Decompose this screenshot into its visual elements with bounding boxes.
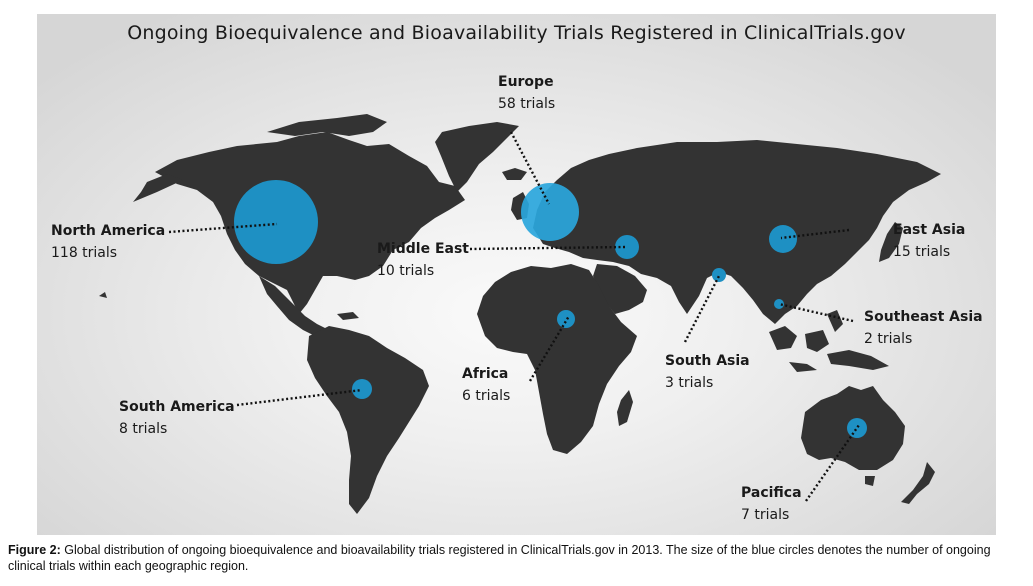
- bubble-africa: [557, 310, 575, 328]
- label-east-asia: East Asia 15 trials: [893, 219, 965, 263]
- region-name: East Asia: [893, 222, 966, 238]
- region-count: 8 trials: [119, 421, 168, 437]
- bubble-europe: [521, 183, 579, 241]
- madagascar-land: [617, 390, 633, 426]
- label-south-asia: South Asia 3 trials: [665, 350, 750, 394]
- leader-pacifica: [805, 424, 860, 502]
- bubble-pacifica: [847, 418, 867, 438]
- region-count: 15 trials: [893, 244, 951, 260]
- new-zealand-land: [901, 462, 935, 504]
- region-name: Southeast Asia: [864, 309, 983, 325]
- eurasia-land: [533, 140, 941, 324]
- chart-title: Ongoing Bioequivalence and Bioavailabili…: [127, 22, 906, 44]
- bubble-east-asia: [769, 225, 797, 253]
- leader-lines: [168, 131, 860, 502]
- leader-south-america: [236, 388, 363, 407]
- label-middle-east: Middle East 10 trials: [377, 238, 469, 282]
- bubble-south-asia: [712, 268, 726, 282]
- region-count: 118 trials: [51, 245, 118, 261]
- label-south-america: South America 8 trials: [119, 396, 235, 440]
- figure-caption: Figure 2: Global distribution of ongoing…: [8, 542, 1028, 574]
- arctic-islands-land: [267, 114, 387, 136]
- africa-land: [477, 264, 637, 454]
- label-southeast-asia: Southeast Asia 2 trials: [864, 306, 983, 350]
- region-count: 2 trials: [864, 331, 913, 347]
- alaska-tail-land: [133, 174, 183, 202]
- label-pacifica: Pacifica 7 trials: [741, 482, 802, 526]
- world-map: [99, 114, 941, 514]
- region-name: South America: [119, 399, 235, 415]
- region-name: Middle East: [377, 241, 469, 257]
- label-africa: Africa 6 trials: [462, 363, 510, 407]
- map-figure: Ongoing Bioequivalence and Bioavailabili…: [37, 14, 996, 535]
- leader-south-asia: [683, 275, 721, 343]
- leader-africa: [528, 315, 571, 382]
- japan-land: [879, 222, 903, 262]
- bubble-southeast-asia: [774, 299, 784, 309]
- label-europe: Europe 58 trials: [498, 71, 555, 115]
- region-count: 7 trials: [741, 507, 790, 523]
- region-name: Africa: [462, 366, 509, 382]
- caribbean-islands-land: [99, 292, 359, 320]
- iceland-land: [502, 168, 527, 180]
- region-count: 3 trials: [665, 375, 714, 391]
- leader-north-america: [168, 222, 278, 234]
- tasmania-land: [865, 476, 875, 486]
- greenland-land: [435, 122, 519, 192]
- bubble-middle-east: [615, 235, 639, 259]
- leader-middle-east: [469, 245, 626, 251]
- bubble-south-america: [352, 379, 372, 399]
- trial-bubbles: [234, 180, 867, 438]
- region-name: North America: [51, 223, 166, 239]
- region-name: Europe: [498, 74, 554, 90]
- south-america-land: [307, 326, 429, 514]
- region-count: 10 trials: [377, 263, 435, 279]
- region-name: South Asia: [665, 353, 750, 369]
- se-asia-islands-land: [769, 310, 889, 372]
- leader-europe: [509, 131, 551, 205]
- landmasses: [99, 114, 941, 514]
- region-count: 58 trials: [498, 96, 556, 112]
- label-north-america: North America 118 trials: [51, 220, 165, 264]
- leader-southeast-asia: [778, 302, 854, 323]
- caption-text: Global distribution of ongoing bioequiva…: [8, 543, 991, 573]
- caption-label: Figure 2:: [8, 543, 61, 557]
- bubble-north-america: [234, 180, 318, 264]
- region-name: Pacifica: [741, 485, 802, 501]
- region-count: 6 trials: [462, 388, 511, 404]
